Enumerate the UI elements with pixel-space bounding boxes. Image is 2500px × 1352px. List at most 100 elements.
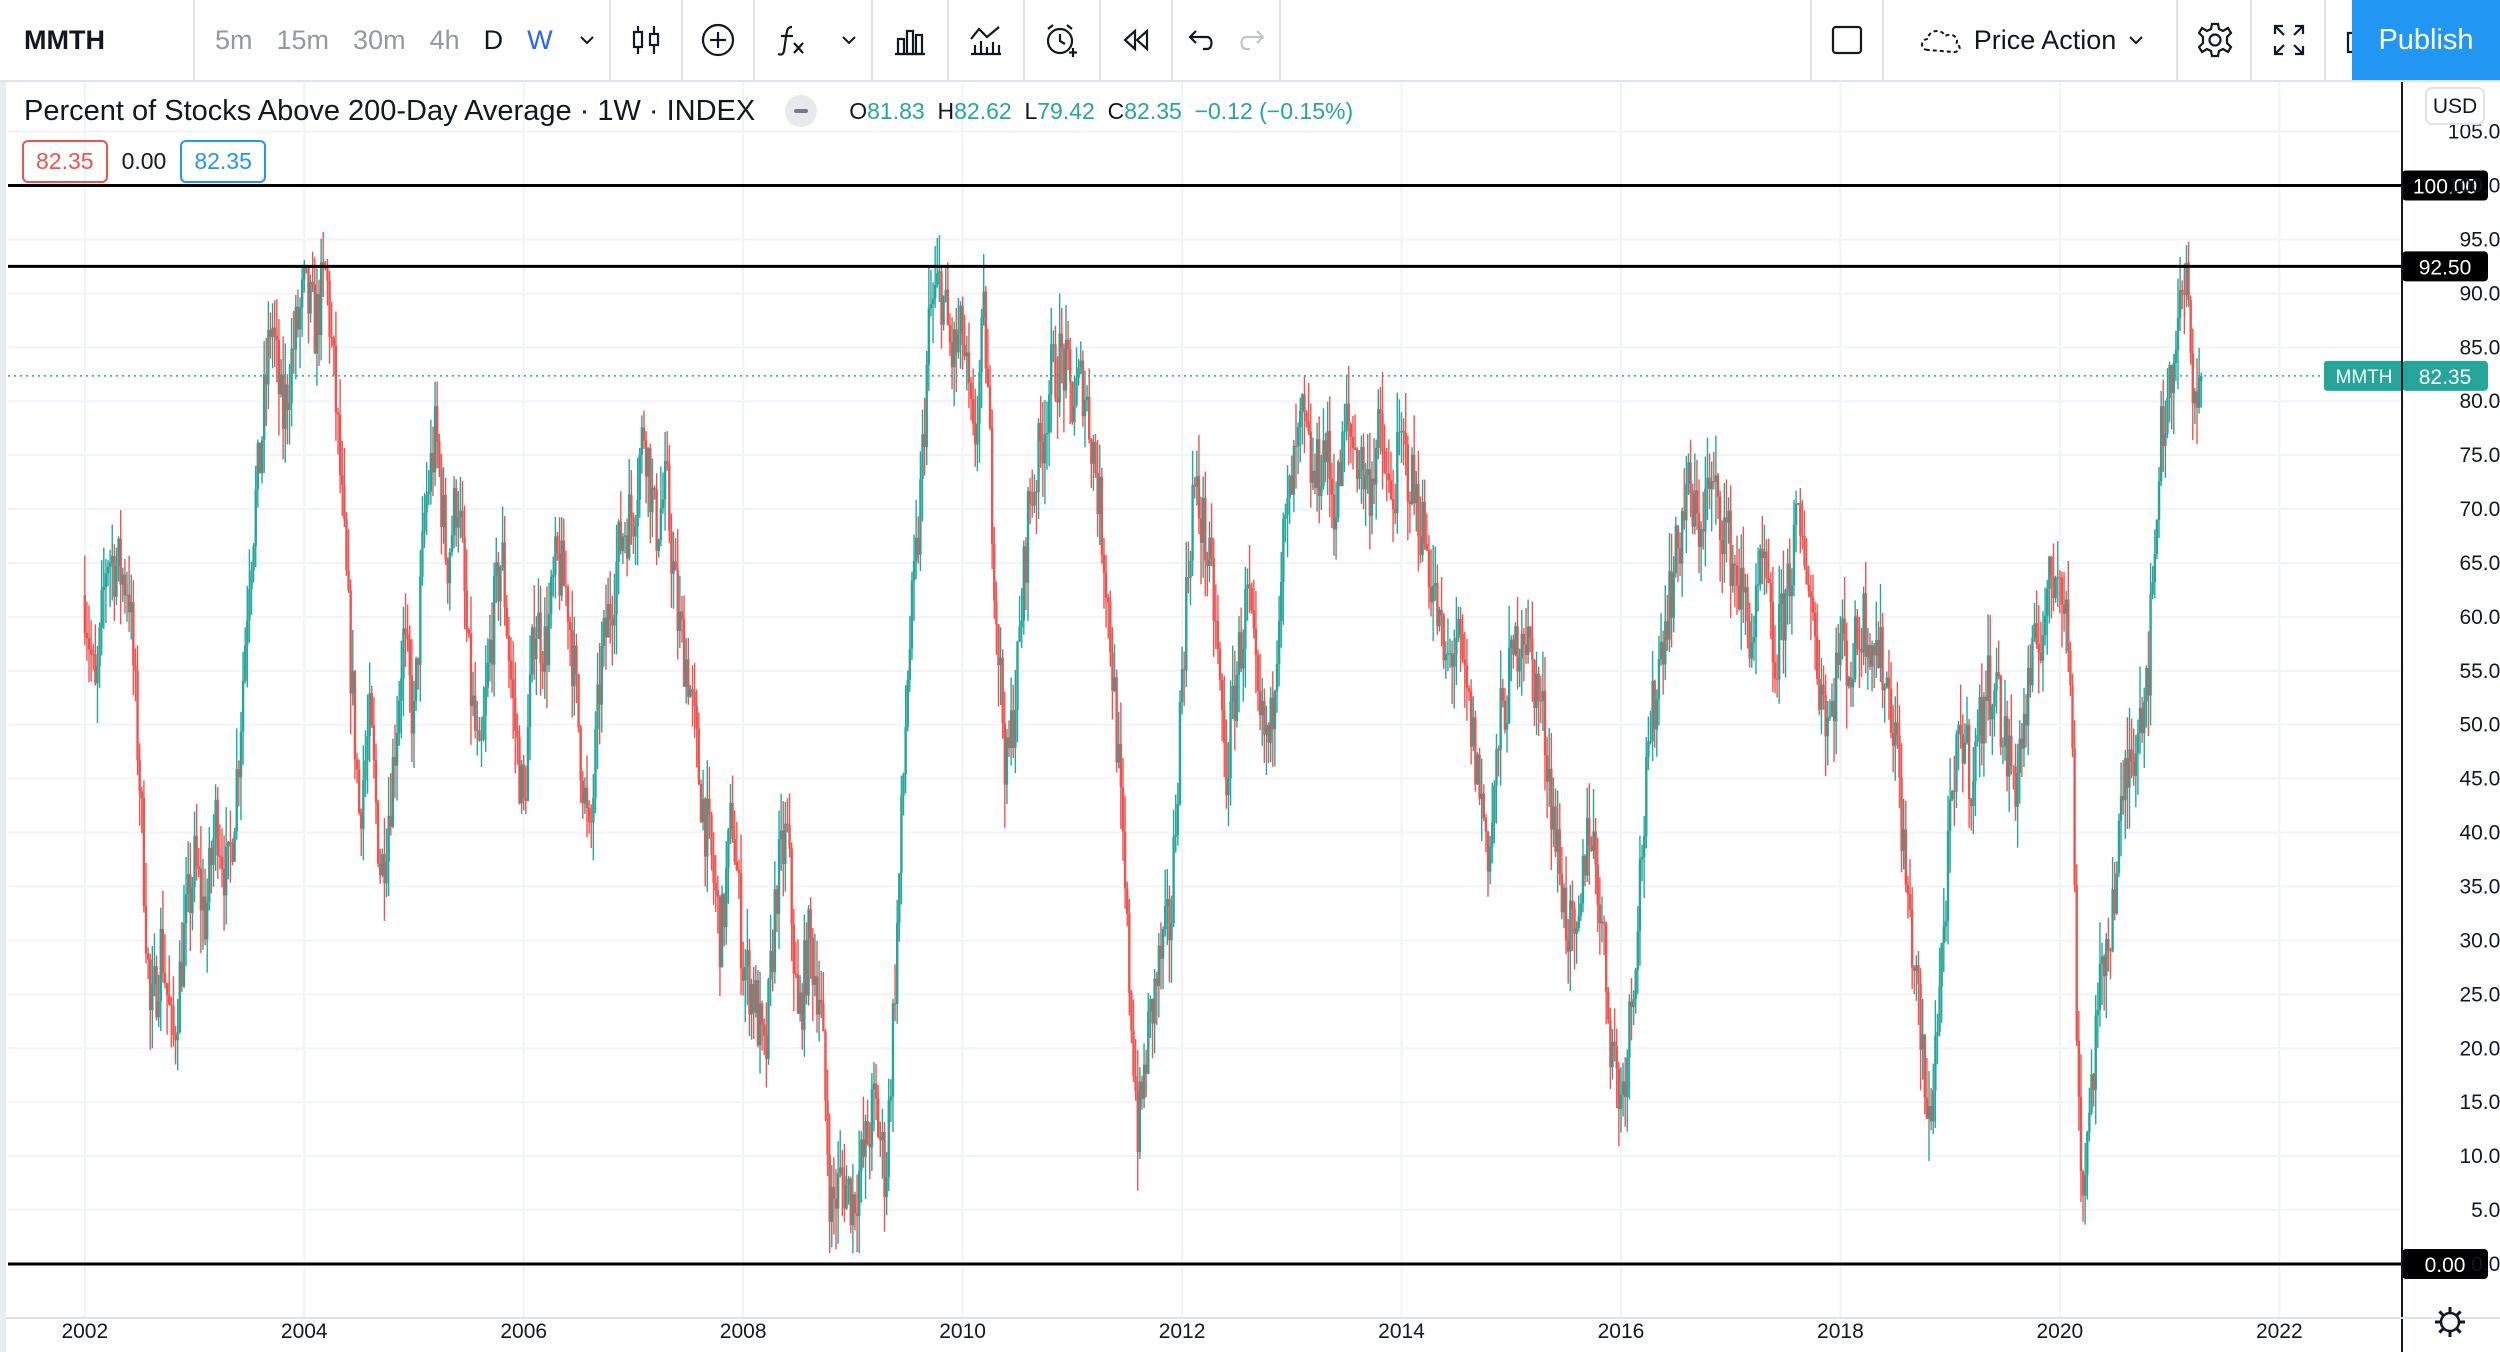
candle-body: [2014, 766, 2017, 807]
candle-body: [1467, 688, 1471, 692]
candle-body: [828, 1154, 831, 1222]
candle-body: [1024, 546, 1028, 583]
candle-body: [1851, 679, 1855, 688]
fullscreen-button[interactable]: [2254, 0, 2326, 81]
candle-body: [577, 674, 580, 728]
candle-body: [706, 798, 709, 857]
candle-body: [1908, 893, 1912, 910]
candle-body: [471, 695, 475, 707]
candle-body: [429, 453, 433, 492]
interval-5m[interactable]: 5m: [215, 24, 253, 55]
candle-body: [1957, 724, 1960, 735]
candle-body: [2109, 950, 2112, 952]
candle-body: [792, 924, 795, 974]
candle-body: [1472, 717, 1475, 747]
financials-button[interactable]: [873, 0, 949, 81]
candle-body: [1900, 777, 1903, 852]
candle-body: [921, 434, 924, 480]
candle-body: [1915, 965, 1918, 971]
candle-body: [1799, 503, 1802, 536]
candle-body: [1864, 593, 1867, 657]
candle-body: [1531, 638, 1534, 660]
candle-body: [1307, 421, 1310, 432]
interval-30m[interactable]: 30m: [353, 24, 406, 55]
candle-body: [1685, 483, 1688, 521]
candle-body: [1649, 741, 1652, 743]
candle-body: [1261, 701, 1264, 716]
publish-button[interactable]: Publish: [2352, 0, 2500, 80]
candle-body: [1927, 1105, 1931, 1119]
candle-body: [2018, 738, 2021, 773]
candle-body: [925, 364, 928, 448]
input-value-1[interactable]: 82.35: [22, 140, 108, 183]
candle-body: [1959, 724, 1962, 735]
candle-body: [476, 730, 479, 732]
candle-body: [1301, 394, 1304, 411]
input-value-3[interactable]: 82.35: [180, 140, 266, 183]
price-tick-label: 30.00: [2459, 929, 2500, 952]
replay-button[interactable]: [1101, 0, 1173, 81]
candle-body: [412, 700, 416, 734]
candle-body: [1275, 663, 1279, 692]
horizontal-lines[interactable]: 100.00 92.50 0.00 MMTH 82.35: [8, 170, 2488, 1279]
candle-body: [1121, 787, 1125, 832]
interval-4h[interactable]: 4h: [429, 24, 460, 55]
candle-body: [1623, 1081, 1627, 1098]
compare-add-symbol-button[interactable]: [683, 0, 755, 81]
interval-group: 5m 15m 30m 4h D W: [195, 0, 565, 81]
top-toolbar: MMTH 5m 15m 30m 4h D W: [0, 0, 2500, 82]
indicators-button[interactable]: [755, 0, 827, 81]
candle-body: [288, 403, 291, 411]
candle-body: [2094, 1015, 2097, 1090]
candle-body: [725, 867, 728, 928]
candle-body: [1142, 1064, 1146, 1099]
select-layout-button[interactable]: [1810, 0, 1884, 81]
undo-button[interactable]: [1173, 0, 1227, 81]
candle-body: [737, 870, 741, 874]
candle-body: [1136, 1091, 1139, 1152]
interval-d[interactable]: D: [483, 24, 504, 55]
symbol-search-button[interactable]: MMTH: [0, 0, 195, 81]
legend-collapse-button[interactable]: [785, 95, 818, 127]
candle-body: [2045, 588, 2049, 616]
candle-body: [1879, 627, 1882, 668]
candle-body: [511, 679, 515, 699]
candle-body: [659, 508, 663, 540]
settings-button[interactable]: [2180, 0, 2252, 81]
minus-icon: [794, 109, 809, 113]
candle-body: [530, 627, 534, 675]
candle-body: [2064, 599, 2068, 614]
price-tick-label: 35.00: [2459, 876, 2500, 899]
candle-body: [431, 453, 435, 473]
candle-body: [902, 774, 905, 796]
candle-body: [866, 1121, 869, 1145]
candle-body: [1520, 633, 1523, 659]
interval-15m[interactable]: 15m: [276, 24, 330, 55]
redo-button[interactable]: [1227, 0, 1281, 81]
chart-template-button[interactable]: Price Action: [1886, 0, 2178, 81]
candle-body: [317, 293, 321, 336]
candle-body: [1938, 986, 1941, 1032]
chevron-down-icon: [2129, 36, 2143, 45]
candle-body: [414, 658, 418, 701]
indicators-dropdown-button[interactable]: [827, 0, 873, 81]
candle-body: [1822, 684, 1825, 696]
candle-body: [1691, 493, 1694, 527]
candle-body: [606, 604, 610, 638]
candle-body: [1113, 677, 1116, 691]
price-chart[interactable]: 100.00 92.50 0.00 MMTH 82.35 0.00 5.00 10.00 15…: [0, 82, 2500, 1352]
candle-body: [1512, 639, 1515, 655]
candle-body: [805, 940, 808, 996]
candle-body: [1149, 998, 1152, 1012]
candle-body: [1299, 410, 1302, 428]
alert-button[interactable]: [1025, 0, 1101, 81]
interval-dropdown-button[interactable]: [565, 0, 611, 81]
chart-type-button[interactable]: [611, 0, 683, 81]
price-tick-label: 10.00: [2459, 1145, 2500, 1168]
interval-w[interactable]: W: [527, 24, 553, 55]
candle-body: [151, 984, 154, 1011]
candle-body: [573, 645, 576, 687]
candle-body: [1923, 1034, 1927, 1098]
compare-chart-button[interactable]: [949, 0, 1025, 81]
candle-body: [433, 406, 437, 473]
